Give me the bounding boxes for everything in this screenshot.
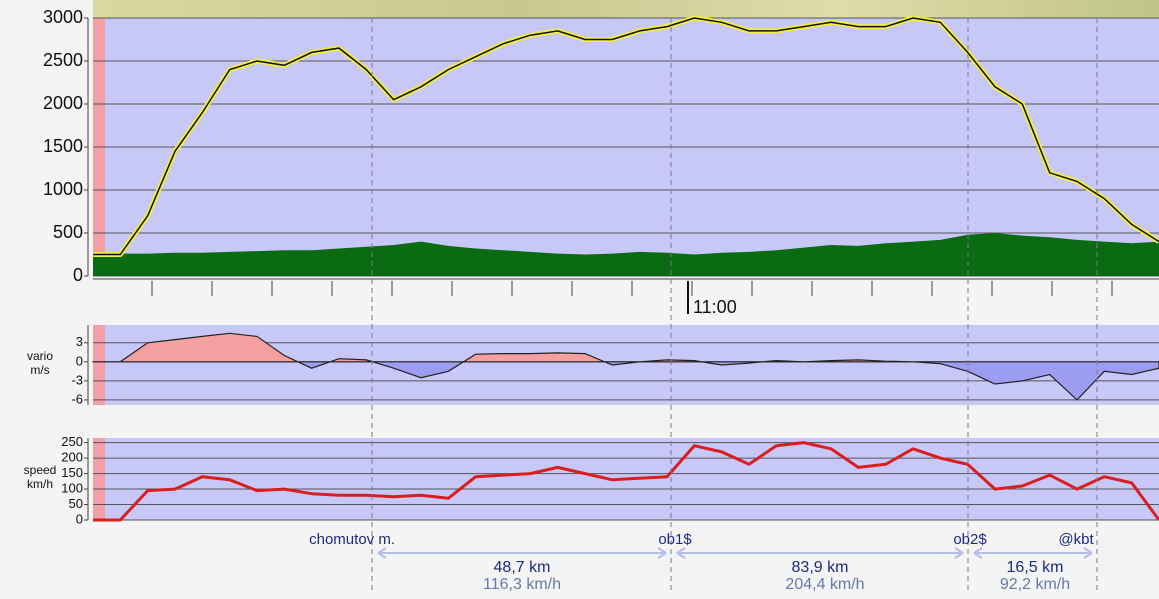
y-tick-label: 0 xyxy=(76,511,83,526)
y-tick-label: 250 xyxy=(61,434,83,449)
leg-speed: 92,2 km/h xyxy=(1000,576,1070,593)
y-tick-label: 0 xyxy=(76,353,83,368)
time-label: 11:00 xyxy=(693,297,737,317)
waypoint-label: chomutov m. xyxy=(309,531,395,548)
waypoint-label: ob2$ xyxy=(953,531,987,548)
y-tick-label: 1000 xyxy=(43,179,83,199)
leg-distance: 48,7 km xyxy=(494,559,551,576)
waypoint-label: @kbt xyxy=(1058,531,1094,548)
y-tick-label: 0 xyxy=(73,265,83,285)
panels: 050010001500200025003000-6-303variom/s05… xyxy=(24,7,1159,594)
y-tick-label: 3 xyxy=(76,334,83,349)
leg-arrows xyxy=(377,547,1093,559)
leg-distance: 16,5 km xyxy=(1007,559,1064,576)
ground-area xyxy=(93,233,1159,276)
y-axis-label: vario xyxy=(27,349,53,363)
y-tick-label: 200 xyxy=(61,450,83,465)
inactive-strip xyxy=(93,438,105,520)
y-tick-label: 50 xyxy=(69,496,83,511)
y-axis-label: speed xyxy=(24,463,57,477)
waypoint-label: ob1$ xyxy=(658,531,692,548)
y-tick-label: 3000 xyxy=(43,7,83,27)
leg-speed: 116,3 km/h xyxy=(483,576,561,593)
inactive-strip xyxy=(93,325,105,405)
terrain-strip xyxy=(93,0,1159,18)
y-axis-label: m/s xyxy=(30,363,49,377)
margin xyxy=(0,0,93,18)
y-tick-label: 2500 xyxy=(43,50,83,70)
leg-distance: 83,9 km xyxy=(792,559,849,576)
altitude-line-core xyxy=(93,17,1159,256)
leg-speed: 204,4 km/h xyxy=(785,576,864,593)
y-tick-label: 1500 xyxy=(43,136,83,156)
y-tick-label: 150 xyxy=(61,465,83,480)
y-tick-label: 2000 xyxy=(43,93,83,113)
vario-area xyxy=(92,332,1159,401)
y-tick-label: 100 xyxy=(61,480,83,495)
y-tick-label: 500 xyxy=(53,222,83,242)
y-axis-label: km/h xyxy=(27,477,53,491)
y-tick-label: -3 xyxy=(71,372,83,387)
speed-line xyxy=(93,441,1159,522)
y-tick-label: -6 xyxy=(71,391,83,406)
